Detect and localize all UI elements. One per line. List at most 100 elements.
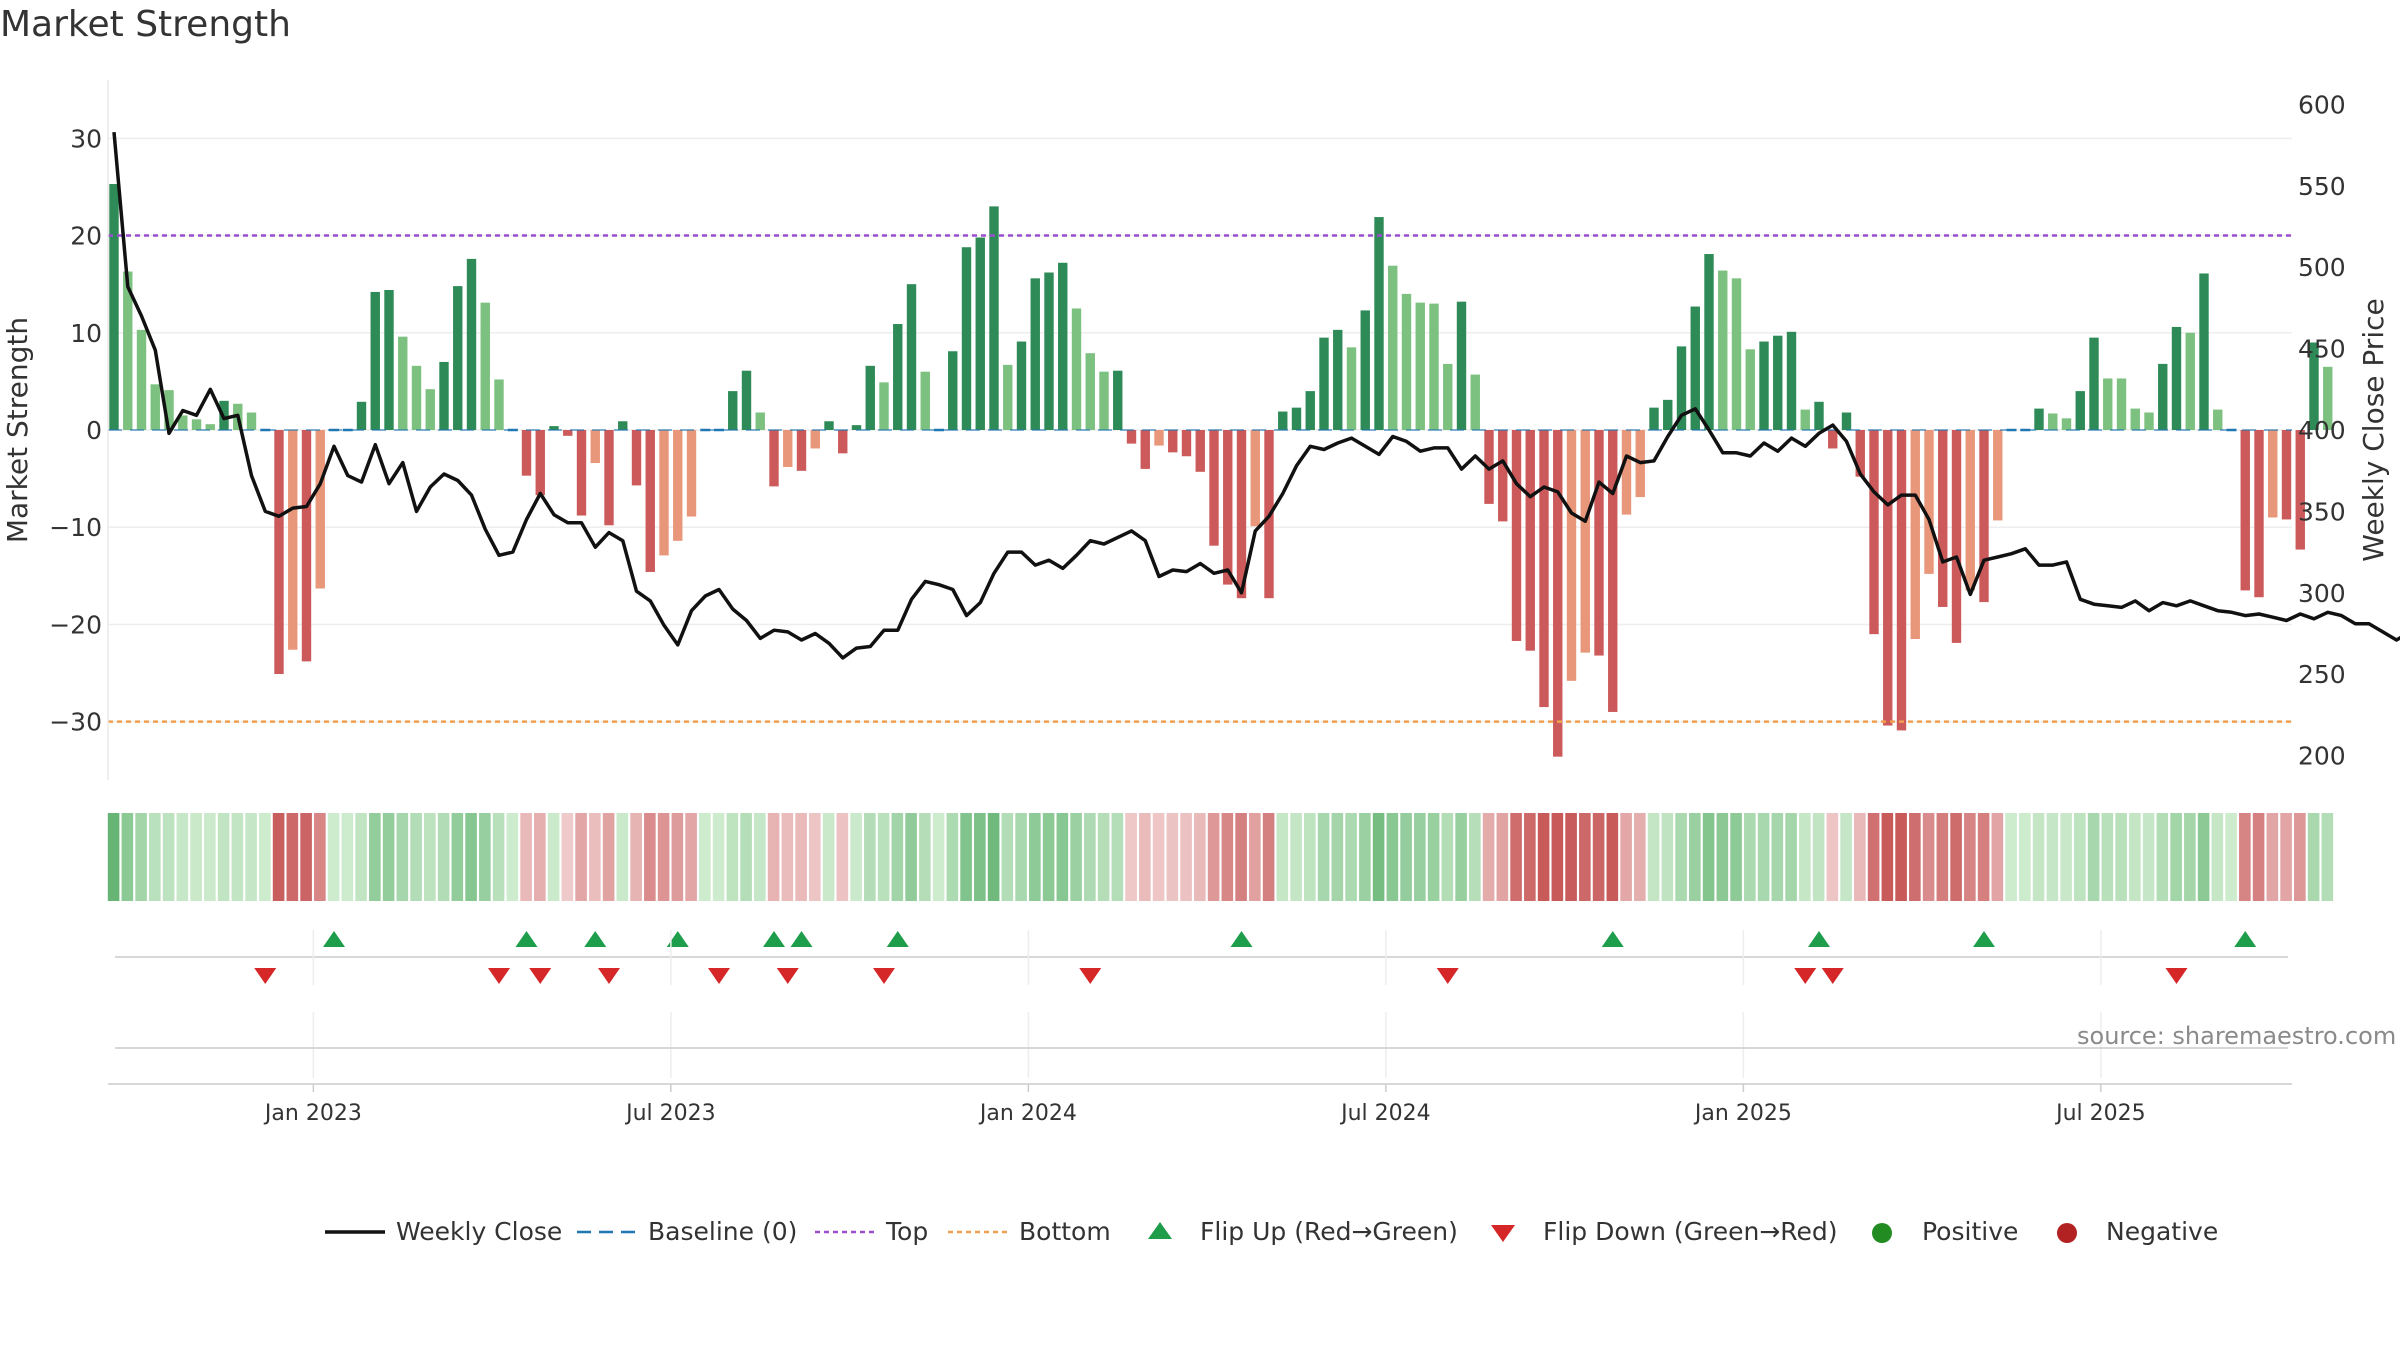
strength-bar (893, 324, 903, 430)
strength-bar (590, 430, 600, 464)
heat-cell (162, 813, 175, 901)
strength-bar (1718, 270, 1728, 430)
heat-cell (1524, 813, 1536, 901)
heat-cell (2225, 813, 2237, 901)
heat-cell (671, 813, 684, 901)
strength-bar (2034, 408, 2044, 430)
flip-up-marker (763, 931, 785, 947)
heat-cell (1304, 813, 1316, 901)
strength-bar (631, 430, 642, 486)
heat-cell (2252, 813, 2265, 901)
strength-bar (673, 430, 683, 541)
heat-cell (1317, 813, 1330, 901)
strength-bar (1621, 430, 1632, 515)
heat-cell (795, 813, 807, 901)
heat-cell (809, 813, 821, 901)
heat-cell (245, 813, 257, 901)
strength-bar (1594, 430, 1604, 656)
y2-tick-label: 350 (2298, 497, 2346, 526)
strength-bar (1511, 430, 1522, 641)
flip-markers-layer (115, 930, 2288, 1078)
legend-negative-swatch (2057, 1223, 2077, 1243)
flip-up-marker (886, 931, 909, 947)
heat-cell (932, 813, 945, 901)
heat-cell (341, 813, 354, 901)
strength-bar (906, 284, 917, 430)
heat-cell (726, 813, 739, 901)
strength-bar (1456, 301, 1467, 430)
y-axis-title: Market Strength (1, 317, 34, 543)
flip-up-marker (1230, 931, 1253, 947)
heat-cell (355, 813, 367, 901)
strength-bar (728, 391, 738, 430)
heat-cell (1867, 813, 1880, 901)
heat-cell (1070, 813, 1082, 901)
heat-cell (864, 813, 876, 901)
heat-cell (1152, 813, 1165, 901)
strength-bar (1690, 306, 1700, 430)
strength-bar (453, 286, 463, 430)
heat-cell (1812, 813, 1825, 901)
strength-bar (2213, 409, 2223, 430)
strength-bar (1443, 363, 1453, 430)
heat-cell (1180, 813, 1192, 901)
strength-bar (1346, 347, 1357, 430)
strength-bar (686, 430, 697, 517)
strength-bar (2268, 430, 2278, 518)
heat-cell (1771, 813, 1784, 901)
strength-bar (1539, 430, 1549, 708)
flip-up-marker (666, 931, 689, 947)
strength-bar (1910, 430, 1920, 640)
heat-cell (1592, 813, 1605, 901)
strength-bar (1924, 430, 1934, 574)
strength-bar (1786, 331, 1797, 430)
heat-cell (1537, 813, 1550, 901)
strength-bar (150, 384, 160, 430)
heat-cell (891, 813, 904, 901)
flip-up-marker (1808, 931, 1830, 947)
strength-bar (1209, 430, 1219, 546)
reference-lines-layer (108, 234, 2292, 723)
heat-cell (1455, 813, 1467, 901)
heat-cell (2005, 813, 2017, 901)
y-tick-label: 10 (70, 319, 102, 348)
heat-cell (1620, 813, 1632, 901)
strength-bar (1841, 412, 1852, 430)
y-tick-label: 0 (86, 416, 102, 445)
heat-cell (1029, 813, 1041, 901)
heat-cell (1042, 813, 1055, 901)
heat-cell (1730, 813, 1742, 901)
heat-cell (259, 813, 271, 901)
heat-cell (561, 813, 574, 901)
flip-down-marker (1079, 968, 1102, 984)
heat-cell (492, 813, 505, 901)
flip-up-marker (1973, 931, 1995, 947)
heat-cell (1262, 813, 1275, 901)
strength-bar (1951, 430, 1962, 643)
heat-cell (1111, 813, 1124, 901)
strength-bar (1883, 430, 1893, 726)
strength-bar (480, 302, 490, 430)
strength-bar (439, 361, 449, 430)
y-tick-label: 30 (70, 124, 102, 153)
strength-bar (191, 419, 202, 430)
heat-cell (1400, 813, 1412, 901)
heat-cell (781, 813, 794, 901)
strength-bar (645, 430, 655, 572)
heat-cell (2101, 813, 2114, 901)
flip-down-marker (529, 968, 552, 984)
heat-cell (1482, 813, 1495, 901)
heat-cell (1909, 813, 1921, 901)
flip-up-marker (323, 931, 345, 947)
strength-bar (1126, 430, 1137, 444)
heat-cell (2156, 813, 2169, 901)
heat-cell (1221, 813, 1234, 901)
strength-bar (1608, 430, 1618, 712)
heat-cell (2184, 813, 2196, 901)
strength-bar (1099, 371, 1109, 430)
heat-cell (1097, 813, 1110, 901)
strength-bar (1525, 430, 1535, 651)
strength-bar (2171, 326, 2182, 430)
strength-bar (1360, 310, 1370, 430)
legend-negative: Negative (2106, 1217, 2218, 1246)
